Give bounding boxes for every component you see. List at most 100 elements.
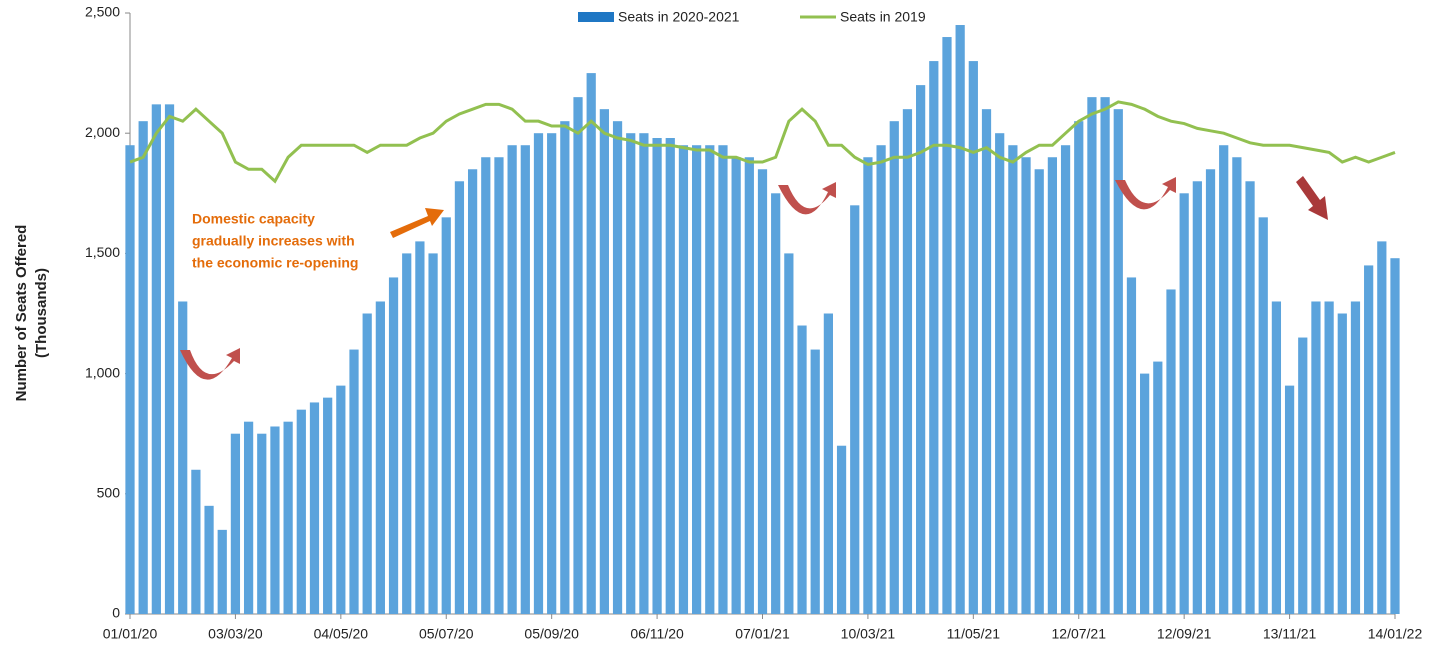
- x-tick-label: 05/09/20: [524, 626, 579, 642]
- bar: [309, 402, 320, 614]
- bar: [810, 349, 820, 614]
- bar: [1245, 181, 1255, 614]
- bar: [1219, 145, 1229, 614]
- bar: [1311, 301, 1321, 614]
- bar: [1074, 121, 1084, 615]
- bar: [665, 138, 675, 614]
- bar: [402, 253, 412, 614]
- annotation: the economic re-opening: [192, 255, 358, 271]
- bar: [705, 145, 715, 614]
- bar: [1192, 181, 1202, 614]
- bar: [757, 169, 768, 614]
- bar: [230, 433, 241, 614]
- bar: [257, 433, 267, 614]
- bar: [283, 421, 293, 614]
- y-tick-label: 1,000: [85, 364, 120, 380]
- bar: [902, 109, 913, 614]
- x-tick-label: 07/01/21: [735, 626, 790, 642]
- bar: [1364, 265, 1374, 614]
- bar: [850, 205, 860, 614]
- bar: [323, 397, 333, 614]
- bar: [1126, 277, 1137, 614]
- bar: [1390, 258, 1400, 614]
- bar: [1034, 169, 1044, 614]
- arrow: [390, 208, 444, 238]
- bar: [1324, 301, 1334, 614]
- bar: [375, 301, 385, 614]
- bar: [388, 277, 399, 614]
- bar: [692, 145, 702, 614]
- x-tick-label: 12/07/21: [1052, 626, 1107, 642]
- legend-label: Seats in 2020-2021: [618, 9, 740, 25]
- bar: [362, 313, 372, 614]
- x-tick-label: 06/11/20: [630, 626, 684, 642]
- bar: [217, 529, 227, 614]
- bar: [151, 104, 161, 615]
- bar: [639, 133, 649, 614]
- bar: [889, 121, 899, 615]
- y-tick-label: 2,500: [85, 4, 120, 20]
- annotations: Domestic capacity gradually increases wi…: [180, 176, 1328, 380]
- y-tick-label: 500: [97, 485, 121, 501]
- arrow: [180, 348, 240, 380]
- bar: [481, 157, 491, 615]
- bar: [1298, 337, 1308, 614]
- x-tick-label: 14/01/22: [1368, 626, 1423, 642]
- x-tick-label: 05/07/20: [419, 626, 474, 642]
- bar: [520, 145, 530, 614]
- bar: [1008, 145, 1018, 614]
- x-tick-label: 13/11/21: [1263, 626, 1317, 642]
- bar: [1166, 289, 1176, 614]
- x-tick-label: 10/03/21: [841, 626, 896, 642]
- bar: [863, 157, 873, 615]
- bar: [178, 301, 188, 614]
- bar: [876, 145, 886, 614]
- bar: [955, 25, 965, 614]
- legend-label: Seats in 2019: [840, 9, 926, 25]
- bar: [916, 85, 926, 615]
- bar: [823, 313, 833, 614]
- bar: [1100, 97, 1110, 614]
- bar: [494, 157, 504, 615]
- bar: [270, 426, 280, 614]
- x-tick-label: 03/03/20: [208, 626, 263, 642]
- bar: [1232, 157, 1242, 615]
- bar: [1047, 157, 1058, 615]
- bar: [652, 138, 662, 614]
- bar: [836, 445, 847, 614]
- line: [129, 100, 1396, 184]
- bar: [731, 157, 741, 615]
- bar: [547, 133, 557, 614]
- arrow: [1296, 176, 1328, 220]
- bar: [1258, 217, 1268, 614]
- bar: [507, 145, 517, 614]
- bar: [929, 61, 939, 614]
- plot: 0 500 1,000 1,500 2,000 2,500 01/01/20 03/03/20…: [85, 4, 1423, 642]
- bar: [1350, 301, 1361, 614]
- bar: [454, 181, 465, 614]
- bar: [1140, 373, 1150, 614]
- bar: [560, 121, 570, 615]
- bar: [1087, 97, 1097, 614]
- bar: [191, 469, 201, 614]
- y-tick-label: 2,000: [85, 124, 120, 140]
- bar: [981, 109, 992, 614]
- legend-swatch: [578, 12, 614, 22]
- bar: [626, 133, 636, 614]
- annotation: Domestic capacity: [192, 211, 315, 227]
- y-tick-label: 1,500: [85, 244, 120, 260]
- bar: [612, 121, 623, 615]
- bar: [296, 409, 306, 614]
- bar: [599, 109, 609, 614]
- bar: [336, 385, 346, 614]
- bar: [415, 241, 425, 614]
- x-tick-label: 01/01/20: [103, 626, 158, 642]
- x-tick-label: 04/05/20: [314, 626, 369, 642]
- arrow: [1115, 177, 1176, 210]
- bar: [797, 325, 807, 614]
- bar: [771, 193, 781, 615]
- arrow: [778, 182, 836, 215]
- bar: [1113, 109, 1123, 614]
- bar: [718, 145, 728, 614]
